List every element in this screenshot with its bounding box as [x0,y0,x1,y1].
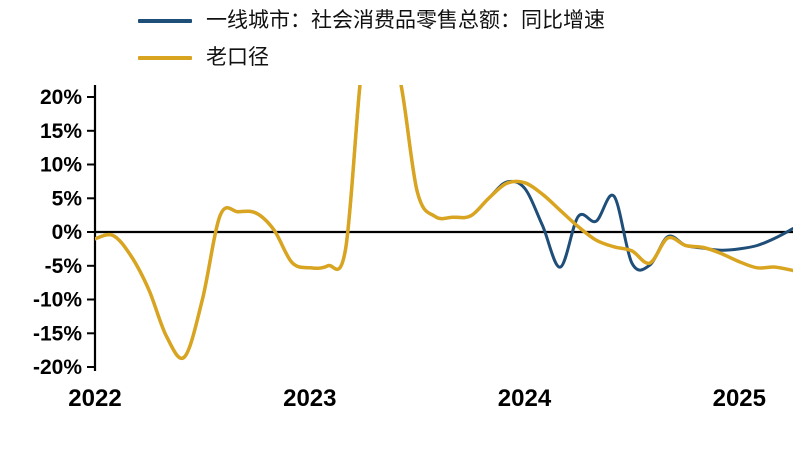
y-tick-label: -10% [33,289,82,312]
series-line-1 [95,85,793,361]
legend-line-swatch-gold [138,55,192,60]
legend-item-tier1-cities: 一线城市：社会消费品零售总额：同比增速 [138,8,605,33]
x-tick-label: 2022 [68,385,121,412]
y-tick-label: 5% [52,187,83,210]
y-tick-label: -5% [45,255,83,278]
series-group [95,85,793,361]
y-tick-label: 0% [52,221,83,244]
y-tick-label: 20% [40,86,82,109]
legend-item-old-caliber: 老口径 [138,45,605,70]
y-tick-label: -20% [33,356,82,379]
legend-label-old-caliber: 老口径 [206,46,269,70]
legend-label-tier1-cities: 一线城市：社会消费品零售总额：同比增速 [206,9,605,32]
legend: 一线城市：社会消费品零售总额：同比增速 老口径 [138,8,605,70]
x-tick-label: 2023 [283,385,336,412]
y-tick-label: 15% [40,120,82,143]
y-tick-label: 10% [40,154,82,177]
x-tick-label: 2024 [498,385,552,412]
legend-line-swatch-blue [138,18,192,23]
axes: 20% 15% 10% 5% 0% -5% -10% -15% -20% 2022 2023 2024… [33,85,793,412]
y-tick-label: -15% [33,322,82,345]
x-tick-label: 2025 [713,385,766,412]
